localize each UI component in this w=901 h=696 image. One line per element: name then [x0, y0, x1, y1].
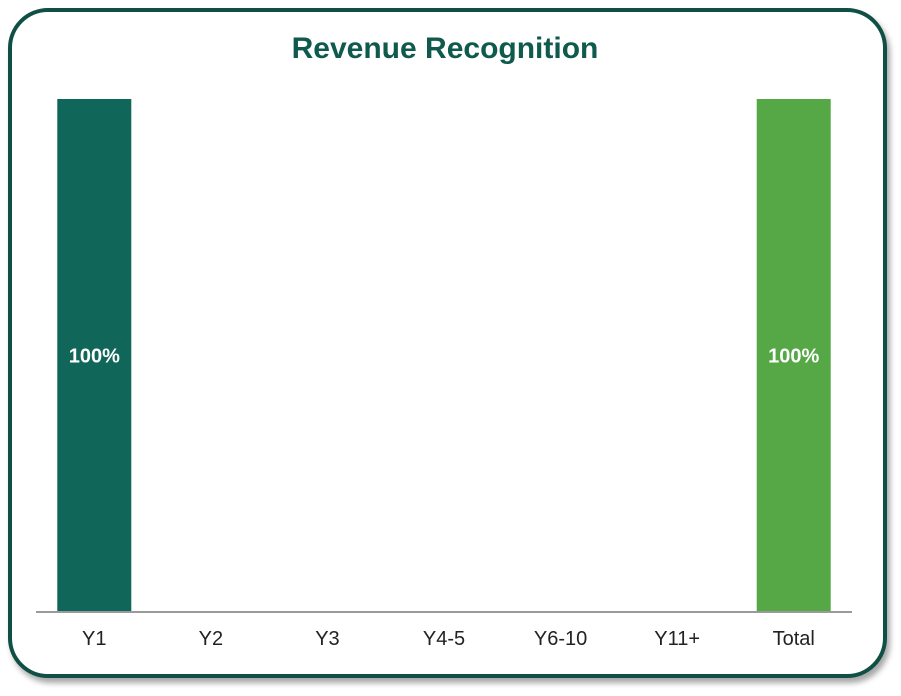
- x-tick-label-y3: Y3: [315, 628, 339, 650]
- bars-group: [57, 99, 831, 612]
- x-tick-labels-group: Y1 Y2 Y3 Y4-5 Y6-10 Y11+ Total: [82, 628, 815, 650]
- bar-y1: [57, 99, 132, 612]
- bar-total: [756, 99, 831, 612]
- x-tick-label-y11: Y11+: [654, 628, 700, 650]
- chart-card: [8, 8, 887, 678]
- data-label-y1: 100%: [69, 346, 120, 368]
- data-labels-group: 100% 100%: [69, 346, 820, 368]
- x-tick-label-y1: Y1: [82, 628, 106, 650]
- x-tick-label-y4-5: Y4-5: [423, 628, 465, 650]
- x-tick-label-y6-10: Y6-10: [534, 628, 587, 650]
- x-tick-label-y2: Y2: [199, 628, 223, 650]
- x-tick-label-total: Total: [773, 628, 815, 650]
- chart-title: Revenue Recognition: [292, 32, 599, 65]
- data-label-total: 100%: [768, 346, 819, 368]
